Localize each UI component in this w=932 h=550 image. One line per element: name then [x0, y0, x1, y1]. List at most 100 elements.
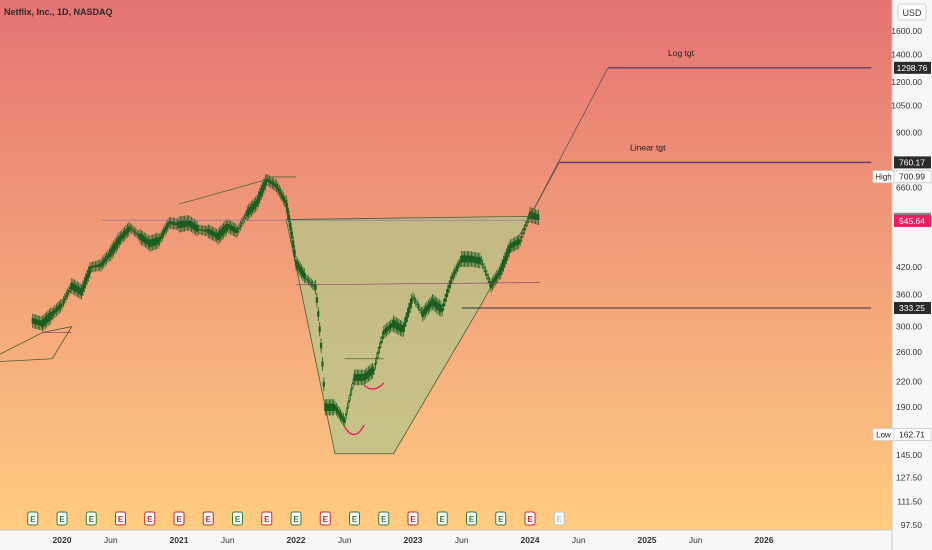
annotation-label: Linear tgt: [630, 142, 666, 152]
drawings-layer: Log tgt Linear tgt: [42, 48, 872, 436]
candle-body: [275, 184, 278, 188]
candle-body: [137, 235, 140, 237]
candle-body: [319, 343, 323, 349]
earnings-marker: [436, 511, 448, 526]
y-tick-label: 111.50: [897, 496, 922, 506]
candle-body: [77, 286, 80, 294]
currency-button[interactable]: [897, 3, 927, 21]
candle-body: [133, 231, 136, 233]
candle-body: [33, 318, 36, 324]
candle-body: [455, 268, 458, 271]
candle-body: [208, 229, 211, 235]
earnings-marker: [378, 511, 390, 526]
candle-body: [293, 249, 296, 257]
candle-body: [336, 409, 339, 414]
price-axis[interactable]: [892, 0, 932, 550]
candle-body: [463, 255, 466, 263]
candle-body: [200, 229, 203, 231]
candle-body: [469, 255, 472, 263]
candle-body: [58, 304, 61, 310]
y-tick-label: 145.00: [896, 450, 922, 460]
candle-body: [161, 233, 164, 237]
candle-body: [328, 403, 331, 411]
candle-body: [514, 240, 518, 246]
y-tick-label: 420.00: [896, 262, 922, 272]
candle-body: [399, 324, 402, 332]
candle-body: [421, 311, 424, 318]
candle-body: [300, 268, 303, 275]
chart-title: Netflix, Inc., 1D, NASDAQ: [4, 7, 113, 17]
earnings-marker: [27, 511, 39, 526]
candle-body: [279, 191, 282, 196]
candle-body: [513, 241, 516, 247]
candle-body: [248, 206, 252, 214]
candle-body: [322, 381, 325, 387]
candle-body: [193, 223, 196, 230]
candle-body: [332, 403, 335, 411]
candle-body: [109, 249, 112, 257]
candle-body: [520, 236, 523, 238]
candle-body: [177, 220, 181, 229]
candle-body: [375, 357, 378, 360]
candle-body: [324, 403, 327, 411]
candle-body: [364, 372, 367, 380]
candle-body: [368, 369, 371, 377]
candle-body: [346, 406, 349, 409]
candle-body: [122, 232, 125, 238]
candle-body: [345, 413, 348, 416]
candle-body: [76, 285, 79, 293]
candle-body: [131, 229, 135, 231]
candle-body: [317, 311, 320, 317]
earnings-label: E: [30, 515, 36, 524]
candle-body: [246, 209, 249, 217]
candle-body: [307, 280, 310, 282]
candle-body: [119, 235, 122, 241]
time-axis[interactable]: [0, 530, 892, 550]
earnings-marker: [202, 511, 214, 526]
candle-body: [204, 229, 207, 232]
candle-body: [496, 272, 500, 278]
candle-body: [533, 213, 536, 220]
candle-body: [481, 263, 484, 265]
mid-level: [295, 282, 540, 286]
handle-arc: [363, 382, 385, 390]
candle-body: [108, 252, 111, 257]
candle-body: [179, 220, 182, 228]
candle-body: [74, 285, 78, 292]
candle-body: [400, 325, 403, 333]
earnings-label: E: [410, 515, 416, 524]
candle-body: [508, 245, 511, 254]
candle-body: [523, 228, 526, 230]
candle-body: [247, 208, 250, 215]
candle-body: [342, 417, 345, 422]
price-tag-label: 700.99: [899, 172, 925, 182]
candle-body: [271, 181, 274, 185]
candle-body: [290, 231, 293, 239]
candle-body: [253, 202, 256, 209]
candle-body: [55, 307, 58, 312]
candle-body: [306, 279, 309, 281]
candle-body: [219, 229, 222, 238]
candle-body: [269, 180, 273, 184]
candle-body: [521, 232, 525, 234]
candle-body: [360, 374, 363, 381]
candle-body: [381, 336, 384, 339]
candle-body: [388, 325, 391, 330]
candle-body: [485, 274, 488, 276]
price-tag-label: 545.64: [899, 216, 925, 226]
candle-body: [168, 221, 171, 225]
candle-body: [495, 274, 498, 280]
candle-body: [448, 284, 451, 289]
candle-body: [395, 321, 398, 330]
candle-body: [159, 235, 162, 240]
candle-body: [423, 309, 426, 316]
earnings-label: E: [557, 515, 563, 524]
earnings-marker: [407, 511, 419, 526]
x-tick-label: 2026: [755, 535, 774, 545]
earnings-marker: [85, 511, 97, 526]
candle-body: [430, 300, 433, 307]
candle-body: [205, 230, 208, 232]
candle-body: [136, 233, 139, 235]
candle-body: [157, 236, 160, 245]
